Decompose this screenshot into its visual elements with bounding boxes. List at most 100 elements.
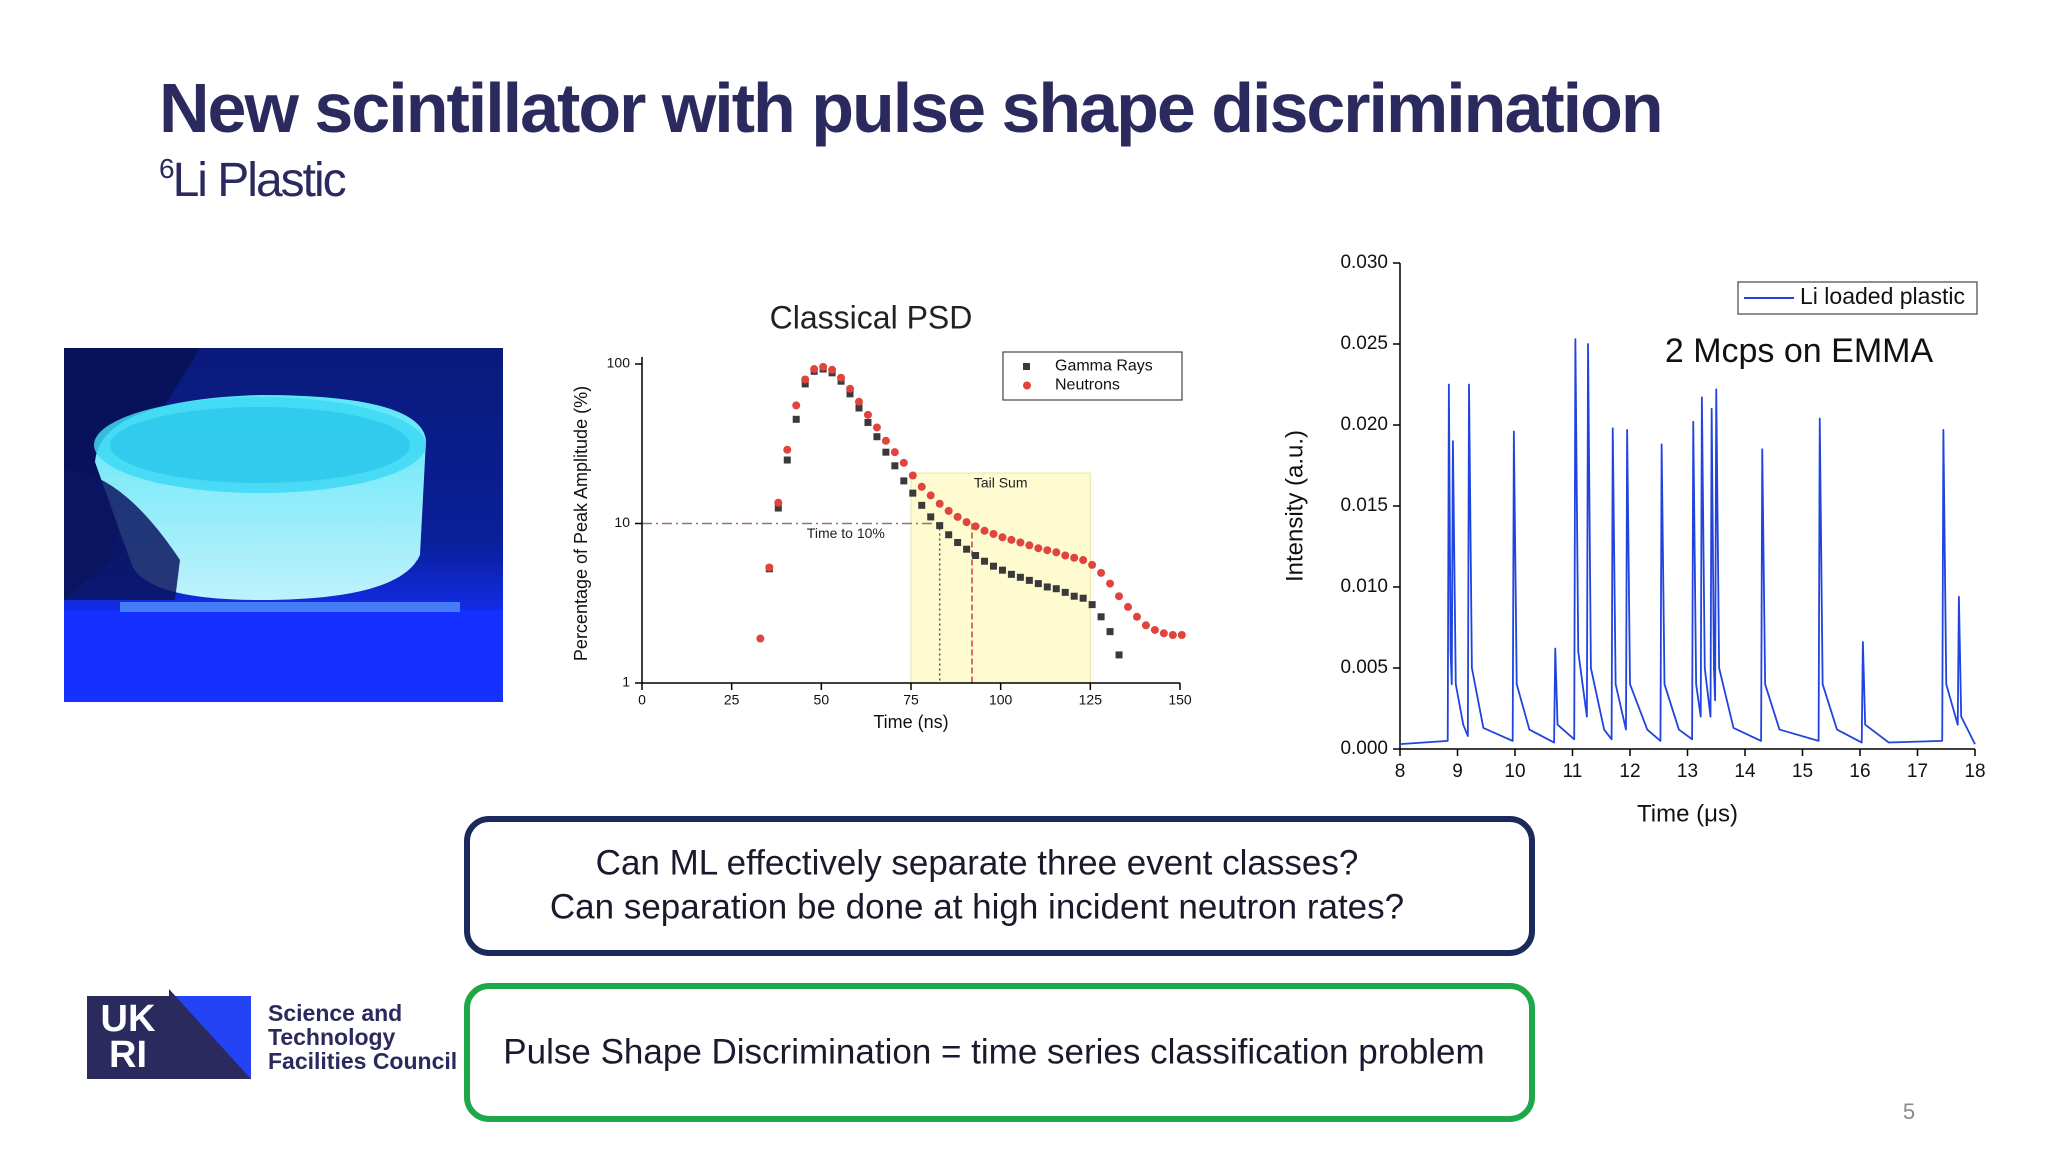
point [846,390,854,398]
point [1159,629,1168,638]
point [962,518,971,527]
logo-text: Technology [268,1024,396,1050]
x-tick-label: 11 [1563,761,1583,782]
point [882,448,890,456]
superscript: 6 [159,153,174,184]
chart-title: Classical PSD [770,299,973,335]
x-tick-label: 50 [814,692,830,708]
point [980,526,989,535]
threshold-label: Time to 10% [807,525,885,541]
slide-subtitle: 6Li Plastic [159,153,346,207]
y-axis-label: Percentage of Peak Amplitude (%) [571,386,591,661]
logo-text: Science and [268,1000,402,1026]
point [936,522,944,530]
legend-box [1002,351,1183,401]
legend-box [1737,281,1978,315]
x-tick-label: 10 [1504,761,1525,782]
point [1123,602,1132,611]
point [1070,553,1079,562]
point [1097,613,1105,621]
point [900,477,908,485]
x-tick-label: 9 [1452,761,1463,782]
point [998,533,1007,542]
point [765,563,774,572]
y-tick-label: 10 [614,514,630,530]
point [1052,585,1060,593]
point [1052,548,1061,557]
point [1106,628,1114,636]
x-axis-label: Time (ns) [873,712,948,732]
point [1088,560,1097,569]
point [1079,556,1088,565]
point [926,491,935,500]
x-tick-label: 15 [1792,761,1813,782]
subtitle-text: Li Plastic [173,154,346,207]
x-tick-label: 12 [1619,761,1640,782]
x-tick-label: 0 [638,692,646,708]
question: Can ML effectively separate three event … [596,843,1359,882]
legend-label: Gamma Rays [1055,358,1153,375]
point [774,498,783,507]
slide-title: New scintillator with pulse shape discri… [159,69,1662,147]
point [1007,570,1015,578]
y-tick-label: 0.005 [1340,657,1388,678]
x-tick-label: 16 [1849,761,1870,782]
point [944,506,953,515]
y-tick-label: 0.020 [1340,414,1388,435]
y-tick-label: 0.025 [1340,333,1388,354]
point [1016,538,1025,547]
question-box [464,816,1535,956]
region-label: Tail Sum [974,475,1028,491]
point [945,531,953,539]
point [801,375,810,384]
point [981,557,989,565]
point [963,545,971,553]
point [1025,541,1034,550]
point [998,566,1006,574]
point [810,365,819,374]
point [1132,612,1141,621]
point [881,436,890,445]
y-tick-label: 0.030 [1340,252,1388,273]
x-tick-label: 13 [1677,761,1698,782]
point [918,501,926,509]
logo-text: Facilities Council [268,1048,457,1074]
point [989,562,997,570]
point [927,513,935,521]
point [801,380,809,388]
point [909,489,917,497]
legend-swatch [1023,363,1030,370]
point [972,552,980,560]
statement-box [464,983,1535,1122]
legend-swatch [1023,381,1031,390]
x-tick-label: 25 [724,692,740,708]
point [1043,583,1051,591]
point [954,539,962,547]
point [908,471,917,480]
chart: Classical PSD Tail Sum Time to 10% 1 10 100 0 2… [571,299,1192,731]
point [1168,630,1177,639]
x-tick-label: 14 [1734,761,1756,782]
point [846,384,855,393]
point [855,404,863,412]
y-axis-label: Intensity (a.u.) [1281,430,1308,582]
shaded-region [910,472,1091,684]
point [1025,576,1033,584]
point [899,458,908,467]
point [864,418,872,426]
photo [64,348,503,702]
point [828,365,837,374]
logo-mark: RI [109,1034,147,1076]
point [935,499,944,508]
x-tick-label: 8 [1395,761,1406,782]
point [1061,588,1069,596]
point [1177,630,1186,639]
point [792,401,801,410]
point [1034,544,1043,553]
question: Can separation be done at high incident … [550,887,1404,926]
point [783,456,791,464]
series-line [1399,338,1976,746]
x-tick-label: 150 [1168,692,1192,708]
statement: Pulse Shape Discrimination = time series… [503,1032,1484,1071]
